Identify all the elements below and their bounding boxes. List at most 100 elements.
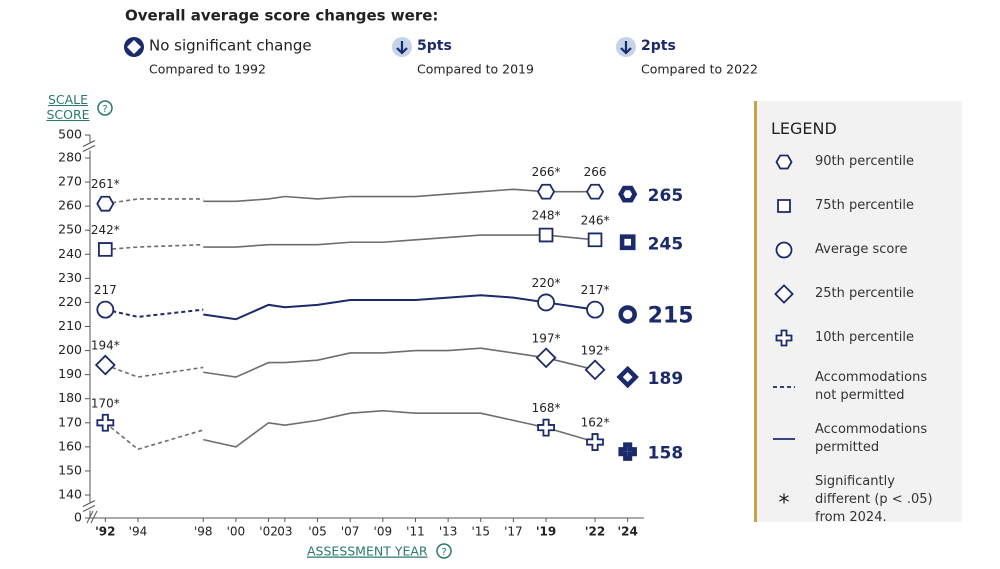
x-tick-label: '22 xyxy=(585,525,605,539)
y-axis-label[interactable]: SCALE SCORE xyxy=(46,92,90,122)
marker-label: 197* xyxy=(532,331,561,345)
x-tick-label: '13 xyxy=(439,525,458,539)
line-dashed xyxy=(105,308,204,318)
legend-item: 90th percentile xyxy=(771,151,956,173)
icon xyxy=(396,41,408,55)
legend-label: Significantly different (p < .05) from 2… xyxy=(815,474,933,525)
x-tick-label: '98 xyxy=(194,525,213,539)
summary-change: 2pts xyxy=(641,38,676,54)
marker-label: 248* xyxy=(532,209,561,223)
icon xyxy=(127,40,141,54)
latest-marker xyxy=(618,442,637,461)
marker-label: 194* xyxy=(91,339,120,353)
legend-item: * Significantly different (p < .05) from … xyxy=(771,473,956,527)
y-tick-label: 160 xyxy=(58,438,82,453)
y-tick-label: 500 xyxy=(58,127,82,142)
legend-marker xyxy=(775,154,793,170)
line-dashed xyxy=(105,198,204,205)
x-tick-label: '19 xyxy=(536,525,556,539)
marker xyxy=(586,300,604,319)
legend-icon xyxy=(775,154,793,170)
marker xyxy=(584,359,606,381)
marker xyxy=(587,232,603,248)
marker xyxy=(585,183,605,200)
x-tick-label: '00 xyxy=(227,525,246,539)
y-tick-label: 210 xyxy=(58,318,82,333)
legend-icon xyxy=(777,199,791,213)
y-tick-label: 280 xyxy=(58,150,82,165)
x-tick-label: 03 xyxy=(277,525,292,539)
marker xyxy=(537,418,555,437)
x-tick-label: '17 xyxy=(504,525,523,539)
y-tick-label: 0 xyxy=(74,510,82,525)
marker xyxy=(98,242,113,257)
line-solid xyxy=(203,234,596,248)
help-icon[interactable] xyxy=(436,543,452,559)
legend: LEGEND 90th percentile 75th percentile Ave… xyxy=(754,101,962,525)
legend-label: Accommodations permitted xyxy=(815,422,928,455)
x-tick-label: '02 xyxy=(259,525,278,539)
line-dashed xyxy=(104,422,204,451)
latest-marker xyxy=(619,234,636,251)
line-dashed xyxy=(105,243,204,251)
y-tick-label: 250 xyxy=(58,222,82,237)
legend-marker xyxy=(777,199,791,213)
x-tick-label: '05 xyxy=(308,525,327,539)
marker xyxy=(96,195,115,212)
legend-label: Average score xyxy=(815,242,908,257)
marker xyxy=(538,227,554,243)
line-dashed xyxy=(105,364,204,378)
y-tick-label: 220 xyxy=(58,294,82,309)
legend-marker xyxy=(774,284,794,304)
summary-title: Overall average score changes were: xyxy=(125,7,438,25)
legend-item: 25th percentile xyxy=(771,283,956,305)
legend-item: 75th percentile xyxy=(771,195,956,217)
marker-label: 168* xyxy=(532,401,561,415)
marker-label: 162* xyxy=(581,416,610,430)
marker xyxy=(537,293,555,312)
marker-label: 261* xyxy=(91,177,120,191)
legend-symbol: * xyxy=(779,491,790,511)
y-tick-label: 150 xyxy=(58,462,82,477)
marker xyxy=(535,347,557,369)
legend-item: Accommodations permitted xyxy=(771,421,956,457)
axis-break xyxy=(86,510,98,524)
legend-label: 90th percentile xyxy=(815,154,915,169)
legend-label: Accommodations not permitted xyxy=(815,370,928,403)
x-tick-label: '11 xyxy=(406,525,425,539)
y-tick-label: 270 xyxy=(58,174,82,189)
legend-item: 10th percentile xyxy=(771,327,956,349)
marker xyxy=(94,354,116,376)
legend-marker xyxy=(775,329,793,347)
marker-label: 217* xyxy=(581,283,610,297)
axis-break xyxy=(84,502,96,511)
y-tick-label: 170 xyxy=(58,414,82,429)
legend-item: Accommodations not permitted xyxy=(771,369,956,405)
x-tick-label: '07 xyxy=(341,525,360,539)
y-tick-label: 230 xyxy=(58,270,82,285)
y-label-box: SCALE SCORE xyxy=(46,92,90,122)
legend-title: LEGEND xyxy=(771,119,837,138)
y-tick-label: 180 xyxy=(58,390,82,405)
y-tick-label: 190 xyxy=(58,366,82,381)
axis-break xyxy=(82,500,96,512)
marker-label: 266* xyxy=(532,165,561,179)
axis-break xyxy=(84,142,96,151)
help-icon: ? xyxy=(441,547,446,558)
marker xyxy=(586,433,604,451)
summary-compared: Compared to 2022 xyxy=(641,62,758,77)
help-icon[interactable] xyxy=(97,100,113,116)
x-axis-label[interactable]: ASSESSMENT YEAR xyxy=(307,544,428,559)
summary-compared: Compared to 2019 xyxy=(417,62,534,77)
x-tick-label: '15 xyxy=(471,525,490,539)
x-tick-label: '24 xyxy=(617,525,637,539)
icon xyxy=(620,41,632,55)
y-tick-label: 200 xyxy=(58,342,82,357)
marker-label: 170* xyxy=(91,396,120,410)
legend-icon: * xyxy=(779,491,790,511)
legend-label: 75th percentile xyxy=(815,198,915,213)
help-icon: ? xyxy=(102,104,107,115)
summary-compared: Compared to 1992 xyxy=(149,62,266,77)
